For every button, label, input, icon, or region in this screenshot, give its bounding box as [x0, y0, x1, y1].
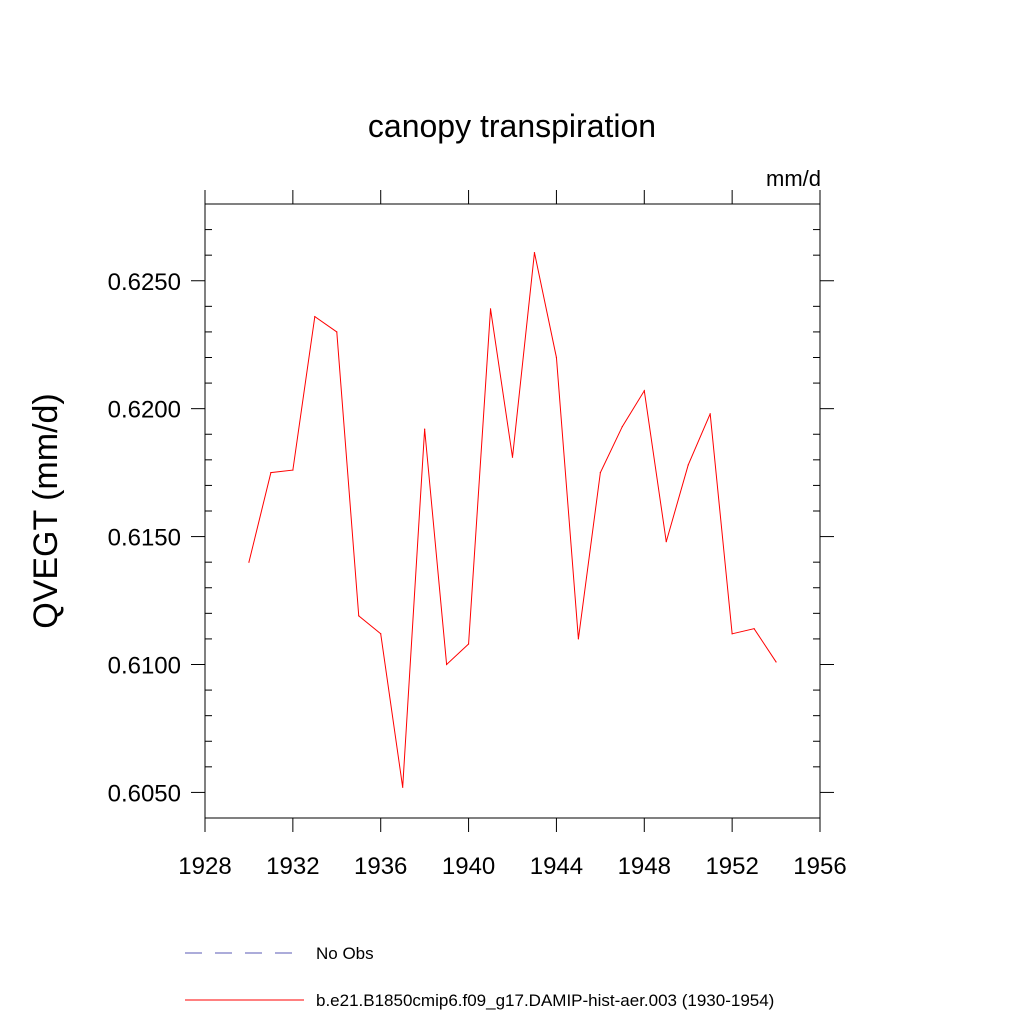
y-tick-label: 0.6100 — [108, 653, 181, 680]
tick-labels: 1928 1932 1936 1940 1944 1948 1952 1956 0.6050 0.… — [108, 269, 847, 880]
x-tick-label: 1944 — [530, 853, 583, 880]
legend: No Obs b.e21.B1850cmip6.f09_g17.DAMIP-hi… — [185, 944, 774, 1010]
data-point — [270, 472, 272, 474]
data-point — [577, 638, 579, 640]
data-point — [314, 315, 316, 318]
x-tick-label: 1928 — [178, 853, 231, 880]
data-point — [424, 428, 426, 430]
data-point — [665, 541, 667, 543]
legend-label-no-obs: No Obs — [316, 944, 374, 963]
y-tick-label: 0.6200 — [108, 397, 181, 424]
x-tick-label: 1952 — [705, 853, 758, 880]
data-point — [775, 661, 777, 663]
series-line — [248, 252, 777, 788]
data-point — [753, 628, 755, 630]
data-point — [533, 252, 536, 254]
data-point — [599, 472, 601, 474]
x-tick-label: 1936 — [354, 853, 407, 880]
data-point — [358, 615, 360, 617]
x-tick-label: 1956 — [793, 853, 846, 880]
y-tick-label: 0.6150 — [108, 525, 181, 552]
data-point — [402, 786, 404, 788]
plot-frame — [204, 203, 821, 819]
units-label: mm/d — [766, 166, 821, 191]
y-tick-label: 0.6050 — [108, 780, 181, 807]
data-point — [731, 633, 733, 635]
axis-ticks — [191, 190, 834, 832]
data-point — [446, 663, 448, 666]
data-point — [292, 469, 294, 471]
chart-title: canopy transpiration — [368, 108, 656, 144]
legend-entry-no-obs: No Obs — [185, 944, 374, 963]
legend-entry-model-run: b.e21.B1850cmip6.f09_g17.DAMIP-hist-aer.… — [185, 991, 774, 1010]
data-point — [380, 633, 382, 635]
data-point — [687, 464, 689, 466]
data-point — [511, 456, 514, 458]
y-axis-label: QVEGT (mm/d) — [27, 393, 65, 629]
x-tick-label: 1932 — [266, 853, 319, 880]
data-point — [467, 643, 470, 645]
y-tick-label: 0.6250 — [108, 269, 181, 296]
data-point — [489, 308, 492, 310]
data-point — [709, 413, 711, 415]
data-point — [248, 561, 250, 563]
data-point — [336, 331, 338, 333]
legend-label-model-run: b.e21.B1850cmip6.f09_g17.DAMIP-hist-aer.… — [316, 991, 774, 1010]
x-tick-label: 1948 — [618, 853, 671, 880]
x-tick-label: 1940 — [442, 853, 495, 880]
data-point — [555, 356, 558, 359]
series-lines — [248, 252, 777, 788]
data-point — [643, 390, 645, 392]
data-point — [621, 425, 623, 428]
